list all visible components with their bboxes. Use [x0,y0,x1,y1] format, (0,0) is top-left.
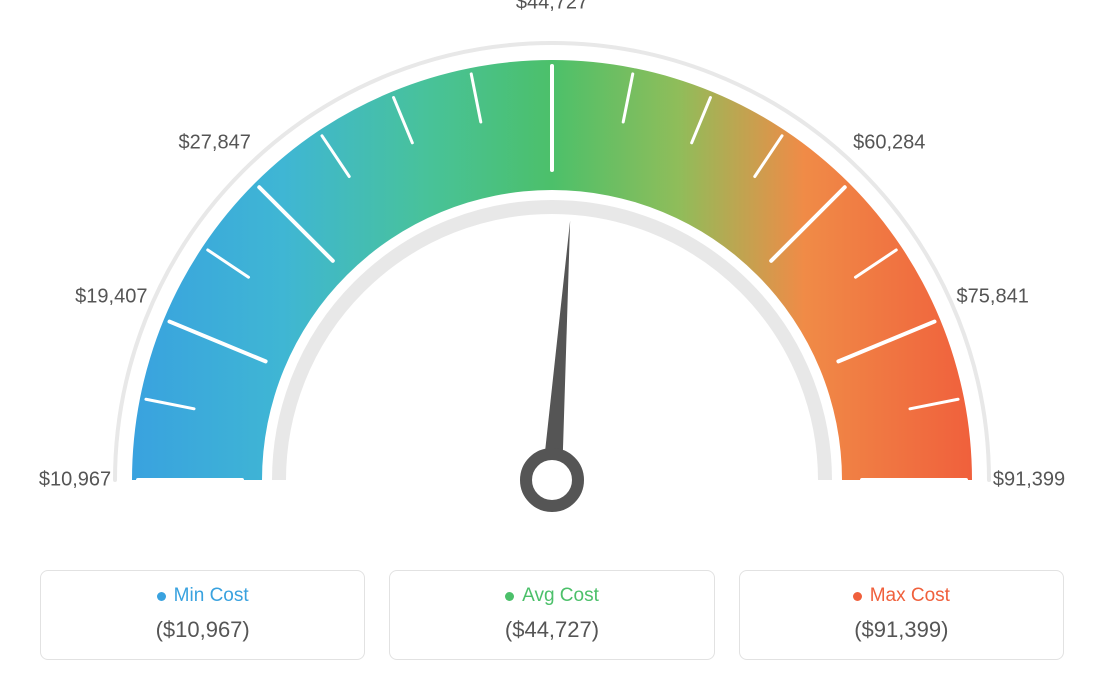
avg-dot-icon [505,592,514,601]
gauge-scale-label: $19,407 [75,286,147,309]
min-cost-card: Min Cost ($10,967) [40,570,365,660]
cost-gauge: $10,967 $19,407 $27,847 $44,727 $60,284 $75,8… [0,0,1104,560]
gauge-scale-label: $75,841 [957,286,1029,309]
max-cost-value: ($91,399) [750,617,1053,643]
gauge-scale-label: $60,284 [853,131,925,154]
gauge-scale-label: $91,399 [993,469,1065,492]
avg-cost-card: Avg Cost ($44,727) [389,570,714,660]
max-cost-title: Max Cost [870,585,950,607]
max-dot-icon [853,592,862,601]
avg-cost-value: ($44,727) [400,617,703,643]
gauge-scale-label: $27,847 [179,131,251,154]
min-dot-icon [157,592,166,601]
gauge-scale-label: $44,727 [516,0,588,15]
min-cost-value: ($10,967) [51,617,354,643]
min-cost-title: Min Cost [174,585,249,607]
max-cost-card: Max Cost ($91,399) [739,570,1064,660]
gauge-scale-label: $10,967 [39,469,111,492]
avg-cost-title: Avg Cost [522,585,599,607]
cost-summary-cards: Min Cost ($10,967) Avg Cost ($44,727) Ma… [40,570,1064,660]
